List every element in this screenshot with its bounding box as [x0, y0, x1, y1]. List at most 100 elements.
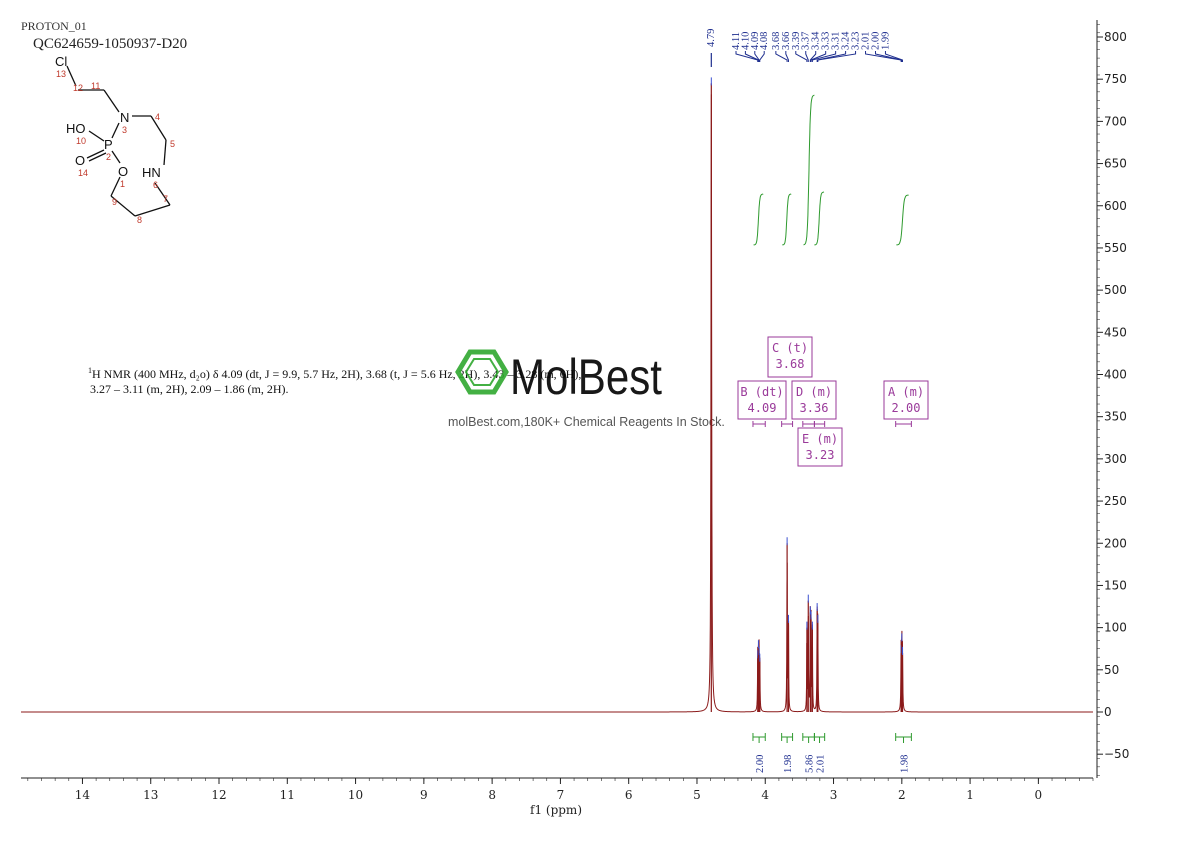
x-tick-label: 14 [75, 788, 91, 802]
peak-label: 4.79 [706, 29, 717, 47]
peak-label: 2.01 [861, 32, 872, 50]
atom-number: 2 [106, 152, 111, 162]
atom-symbol: P [104, 137, 113, 152]
x-tick-label: 6 [625, 788, 633, 802]
multiplet-box-frame [797, 427, 843, 467]
atom-number: 1 [120, 179, 125, 189]
atom-number: 13 [56, 69, 66, 79]
y-tick-label: 600 [1104, 199, 1127, 213]
experiment-name: PROTON_01 [21, 19, 87, 33]
y-tick-label: 450 [1104, 325, 1127, 339]
x-tick-label: 11 [280, 788, 295, 802]
peak-label-connector [785, 51, 789, 62]
peak-label: 4.11 [731, 32, 742, 50]
integral-value: 1.98 [783, 755, 794, 773]
peak-label: 3.31 [831, 32, 842, 50]
y-tick-label: 200 [1104, 536, 1127, 550]
y-tick-label: 550 [1104, 241, 1127, 255]
peak-label: 3.24 [841, 31, 852, 50]
atom-number: 12 [73, 83, 83, 93]
x-axis: 14 13 12 11 10 9 8 7 6 5 4 3 2 1 0 f1 (ppm) [21, 777, 1094, 817]
molecule-structure: Cl 13 12 11 N 3 4 HO 10 P 2 5 O 14 O 1 H… [55, 54, 175, 225]
multiplet-box: A (m) 2.00 [883, 380, 929, 420]
peak-label-connector [811, 51, 837, 62]
peak-label-connector [809, 51, 817, 62]
x-tick-label: 3 [830, 788, 838, 802]
peak-label-connector [874, 51, 903, 62]
multiplet-label: C (t) [772, 341, 808, 355]
x-tick-label: 4 [761, 788, 769, 802]
multiplet-label: E (m) [802, 432, 838, 446]
x-tick-label: 8 [488, 788, 496, 802]
peak-label-connector [816, 51, 847, 62]
multiplet-shift: 2.00 [892, 401, 921, 415]
peak-labels: 4.79 4.114.104.094.08 3.683.663.393.373.34… [706, 29, 903, 67]
peak-label: 1.99 [880, 32, 891, 50]
multiplet-boxes: C (t) 3.68 B (dt) 4.09 D (m) 3.36 A (m) 2.00 E (… [737, 336, 929, 467]
y-tick-label: 650 [1104, 157, 1127, 171]
y-tick-label: 800 [1104, 30, 1127, 44]
multiplet-shift: 3.36 [800, 401, 829, 415]
multiplet-box: E (m) 3.23 [797, 427, 843, 467]
multiplet-label: D (m) [796, 385, 832, 399]
multiplet-box-frame [791, 380, 837, 420]
atom-number: 6 [153, 180, 158, 190]
y-tick-label: 750 [1104, 72, 1127, 86]
atom-number: 7 [163, 194, 168, 204]
peak-top-markers [710, 77, 904, 712]
integral-curve [814, 191, 825, 246]
x-tick-label: 5 [693, 788, 701, 802]
peak-label-connector [810, 51, 827, 62]
peak-label: 3.34 [811, 31, 822, 50]
multiplet-shift: 4.09 [748, 401, 777, 415]
atom-symbol: O [75, 153, 85, 168]
molbest-logo-icon [455, 349, 509, 395]
atom-symbol: HN [142, 165, 161, 180]
peak-label: 3.66 [781, 32, 792, 50]
y-tick-label: 700 [1104, 114, 1127, 128]
peak-label-connector [817, 51, 857, 62]
atom-number: 5 [170, 139, 175, 149]
integral-value: 5.86 [805, 755, 816, 773]
y-tick-label: 0 [1104, 705, 1112, 719]
integral-value: 2.00 [755, 755, 766, 773]
atom-number: 4 [155, 112, 160, 122]
multiplet-label: B (dt) [740, 385, 783, 399]
multiplet-box-frame [767, 336, 813, 378]
atom-number: 3 [122, 125, 127, 135]
atom-symbol: HO [66, 121, 86, 136]
y-tick-label: 150 [1104, 578, 1127, 592]
peak-label: 4.09 [750, 32, 761, 50]
y-tick-label: 500 [1104, 283, 1127, 297]
peak-label: 3.37 [801, 32, 812, 50]
peak-label: 3.39 [791, 32, 802, 50]
atom-symbol: O [118, 164, 128, 179]
integral-value: 2.01 [816, 755, 827, 773]
atom-number: 10 [76, 136, 86, 146]
y-tick-label: −50 [1104, 747, 1129, 761]
spectrum-trace [21, 94, 1093, 713]
peak-label-connector [759, 51, 765, 62]
integral-curve [753, 193, 764, 246]
molecule-bonds [66, 65, 171, 217]
x-tick-label: 9 [420, 788, 428, 802]
peak-label: 2.00 [870, 32, 881, 50]
peak-label-connector [775, 51, 788, 62]
x-tick-label: 2 [898, 788, 906, 802]
integral-bars: 2.00 1.98 5.86 2.01 1.98 [752, 733, 912, 773]
multiplet-box: D (m) 3.36 [791, 380, 837, 420]
peak-label-connector [805, 51, 809, 62]
atom-symbol: Cl [55, 54, 67, 69]
y-tick-label: 400 [1104, 368, 1127, 382]
multiplet-shift: 3.23 [806, 448, 835, 462]
atom-number: 14 [78, 168, 88, 178]
x-tick-label: 0 [1035, 788, 1043, 802]
integral-value: 1.98 [900, 755, 911, 773]
integral-curve [803, 94, 815, 246]
peak-label: 3.33 [821, 32, 832, 50]
y-tick-label: 300 [1104, 452, 1127, 466]
y-tick-label: 50 [1104, 663, 1119, 677]
x-tick-label: 10 [348, 788, 363, 802]
x-tick-label: 12 [211, 788, 226, 802]
